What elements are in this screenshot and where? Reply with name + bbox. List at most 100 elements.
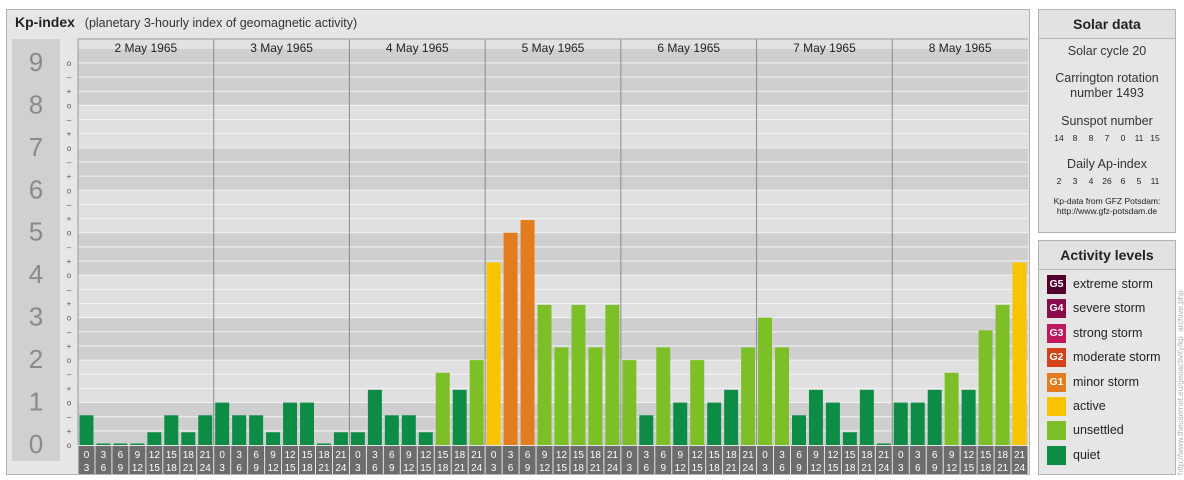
hour-start-label: 15 bbox=[166, 450, 178, 461]
kp-bar-d6-s4 bbox=[961, 389, 976, 445]
kp-bar-d4-s5 bbox=[707, 402, 722, 445]
hour-end-label: 12 bbox=[268, 463, 280, 474]
kp-bar-d0-s5 bbox=[164, 415, 179, 445]
hour-cell bbox=[909, 446, 926, 474]
kp-bar-d4-s7 bbox=[741, 347, 756, 445]
kp-bar-d2-s2 bbox=[384, 415, 399, 445]
source-link[interactable]: http://www.gfz-potsdam.de bbox=[1056, 206, 1158, 216]
hour-start-label: 6 bbox=[932, 450, 938, 461]
kp-bar-d6-s7 bbox=[1012, 262, 1027, 445]
hour-start-label: 15 bbox=[980, 450, 992, 461]
hour-end-label: 24 bbox=[743, 463, 755, 474]
hour-cell bbox=[180, 446, 197, 474]
kp-bar-d2-s3 bbox=[401, 415, 416, 445]
hour-start-label: 6 bbox=[525, 450, 531, 461]
chart-title-row: Kp-index (planetary 3-hourly index of ge… bbox=[15, 14, 357, 30]
kp-bar-d5-s4 bbox=[825, 402, 840, 445]
hour-cell bbox=[417, 446, 434, 474]
kp-bar-d0-s6 bbox=[181, 432, 196, 445]
activity-level-moderate-storm: G2 moderate storm bbox=[1047, 348, 1161, 368]
hour-start-label: 0 bbox=[491, 450, 497, 461]
hour-cell bbox=[485, 446, 502, 474]
hour-end-label: 18 bbox=[980, 463, 992, 474]
hour-start-label: 9 bbox=[270, 450, 276, 461]
source-line-1: Kp-data from GFZ Potsdam: bbox=[1053, 196, 1161, 206]
hour-end-label: 15 bbox=[420, 463, 432, 474]
y-subtick: o bbox=[67, 356, 72, 365]
kp-bar-d3-s4 bbox=[554, 347, 569, 445]
hour-start-label: 18 bbox=[861, 450, 873, 461]
level-swatch: G3 bbox=[1047, 323, 1066, 343]
y-subtick: – bbox=[67, 73, 72, 82]
hour-start-label: 6 bbox=[796, 450, 802, 461]
hour-start-label: 9 bbox=[406, 450, 412, 461]
hour-cell bbox=[723, 446, 740, 474]
hour-end-label: 12 bbox=[810, 463, 822, 474]
hour-start-label: 18 bbox=[590, 450, 602, 461]
hour-start-label: 18 bbox=[318, 450, 330, 461]
level-band-3 bbox=[78, 275, 1028, 318]
hour-cell bbox=[468, 446, 485, 474]
hour-end-label: 24 bbox=[1014, 463, 1026, 474]
hour-end-label: 6 bbox=[915, 463, 921, 474]
y-subtick: + bbox=[67, 215, 72, 224]
hour-start-label: 15 bbox=[844, 450, 856, 461]
hour-end-label: 6 bbox=[101, 463, 107, 474]
y-subtick: + bbox=[67, 299, 72, 308]
kp-bar-d5-s7 bbox=[876, 443, 891, 445]
hour-cell bbox=[383, 446, 400, 474]
hour-cell bbox=[502, 446, 519, 474]
hour-start-label: 0 bbox=[219, 450, 225, 461]
hour-cell bbox=[570, 446, 587, 474]
hour-cell bbox=[536, 446, 553, 474]
hour-cell bbox=[774, 446, 790, 474]
hour-start-label: 21 bbox=[471, 450, 483, 461]
hour-start-label: 21 bbox=[607, 450, 619, 461]
ap-values: 2 3 4 26 6 5 11 bbox=[1039, 176, 1175, 186]
hour-cell bbox=[146, 446, 163, 474]
hour-end-label: 9 bbox=[525, 463, 531, 474]
y-subtick: + bbox=[67, 427, 72, 436]
hour-cell bbox=[366, 446, 383, 474]
hour-cell bbox=[163, 446, 180, 474]
hour-start-label: 3 bbox=[915, 450, 921, 461]
hour-start-label: 6 bbox=[253, 450, 259, 461]
day-label-0: 2 May 1965 bbox=[114, 41, 177, 55]
level-band-top bbox=[78, 49, 1028, 63]
y-subtick: o bbox=[67, 59, 72, 68]
hour-cell bbox=[824, 446, 841, 474]
activity-level-unsettled: unsettled bbox=[1047, 421, 1124, 441]
y-subtick: – bbox=[67, 370, 72, 379]
carrington-line-1: Carrington rotation bbox=[1055, 71, 1159, 85]
y-tick-label-7: 7 bbox=[29, 132, 43, 162]
hour-cell bbox=[943, 446, 960, 474]
hour-end-label: 24 bbox=[471, 463, 483, 474]
activity-level-strong-storm: G3 strong storm bbox=[1047, 323, 1142, 344]
kp-bar-d1-s4 bbox=[283, 402, 298, 445]
y-tick-label-8: 8 bbox=[29, 89, 43, 119]
hour-end-label: 12 bbox=[403, 463, 415, 474]
hour-cell bbox=[349, 446, 366, 474]
carrington-line-2: number 1493 bbox=[1070, 86, 1144, 100]
hour-end-label: 6 bbox=[644, 463, 650, 474]
y-tick-label-6: 6 bbox=[29, 174, 43, 204]
hour-end-label: 3 bbox=[84, 463, 90, 474]
kp-bar-d3-s0 bbox=[486, 262, 501, 445]
kp-bar-d6-s0 bbox=[893, 402, 908, 445]
activity-level-quiet: quiet bbox=[1047, 445, 1100, 466]
kp-bar-d3-s1 bbox=[503, 232, 518, 445]
hour-end-label: 3 bbox=[355, 463, 361, 474]
ap-value-3: 26 bbox=[1102, 176, 1112, 186]
hour-cell bbox=[587, 446, 604, 474]
level-band-1 bbox=[78, 360, 1028, 403]
hour-end-label: 15 bbox=[827, 463, 839, 474]
hour-start-label: 18 bbox=[183, 450, 195, 461]
hour-end-label: 9 bbox=[389, 463, 395, 474]
y-subtick-column bbox=[60, 39, 78, 461]
kp-bar-d5-s3 bbox=[808, 389, 823, 445]
sunspot-value-1: 8 bbox=[1072, 133, 1078, 143]
hour-start-label: 9 bbox=[677, 450, 683, 461]
hour-end-label: 3 bbox=[491, 463, 497, 474]
hour-cell bbox=[604, 446, 621, 474]
hour-end-label: 15 bbox=[963, 463, 975, 474]
